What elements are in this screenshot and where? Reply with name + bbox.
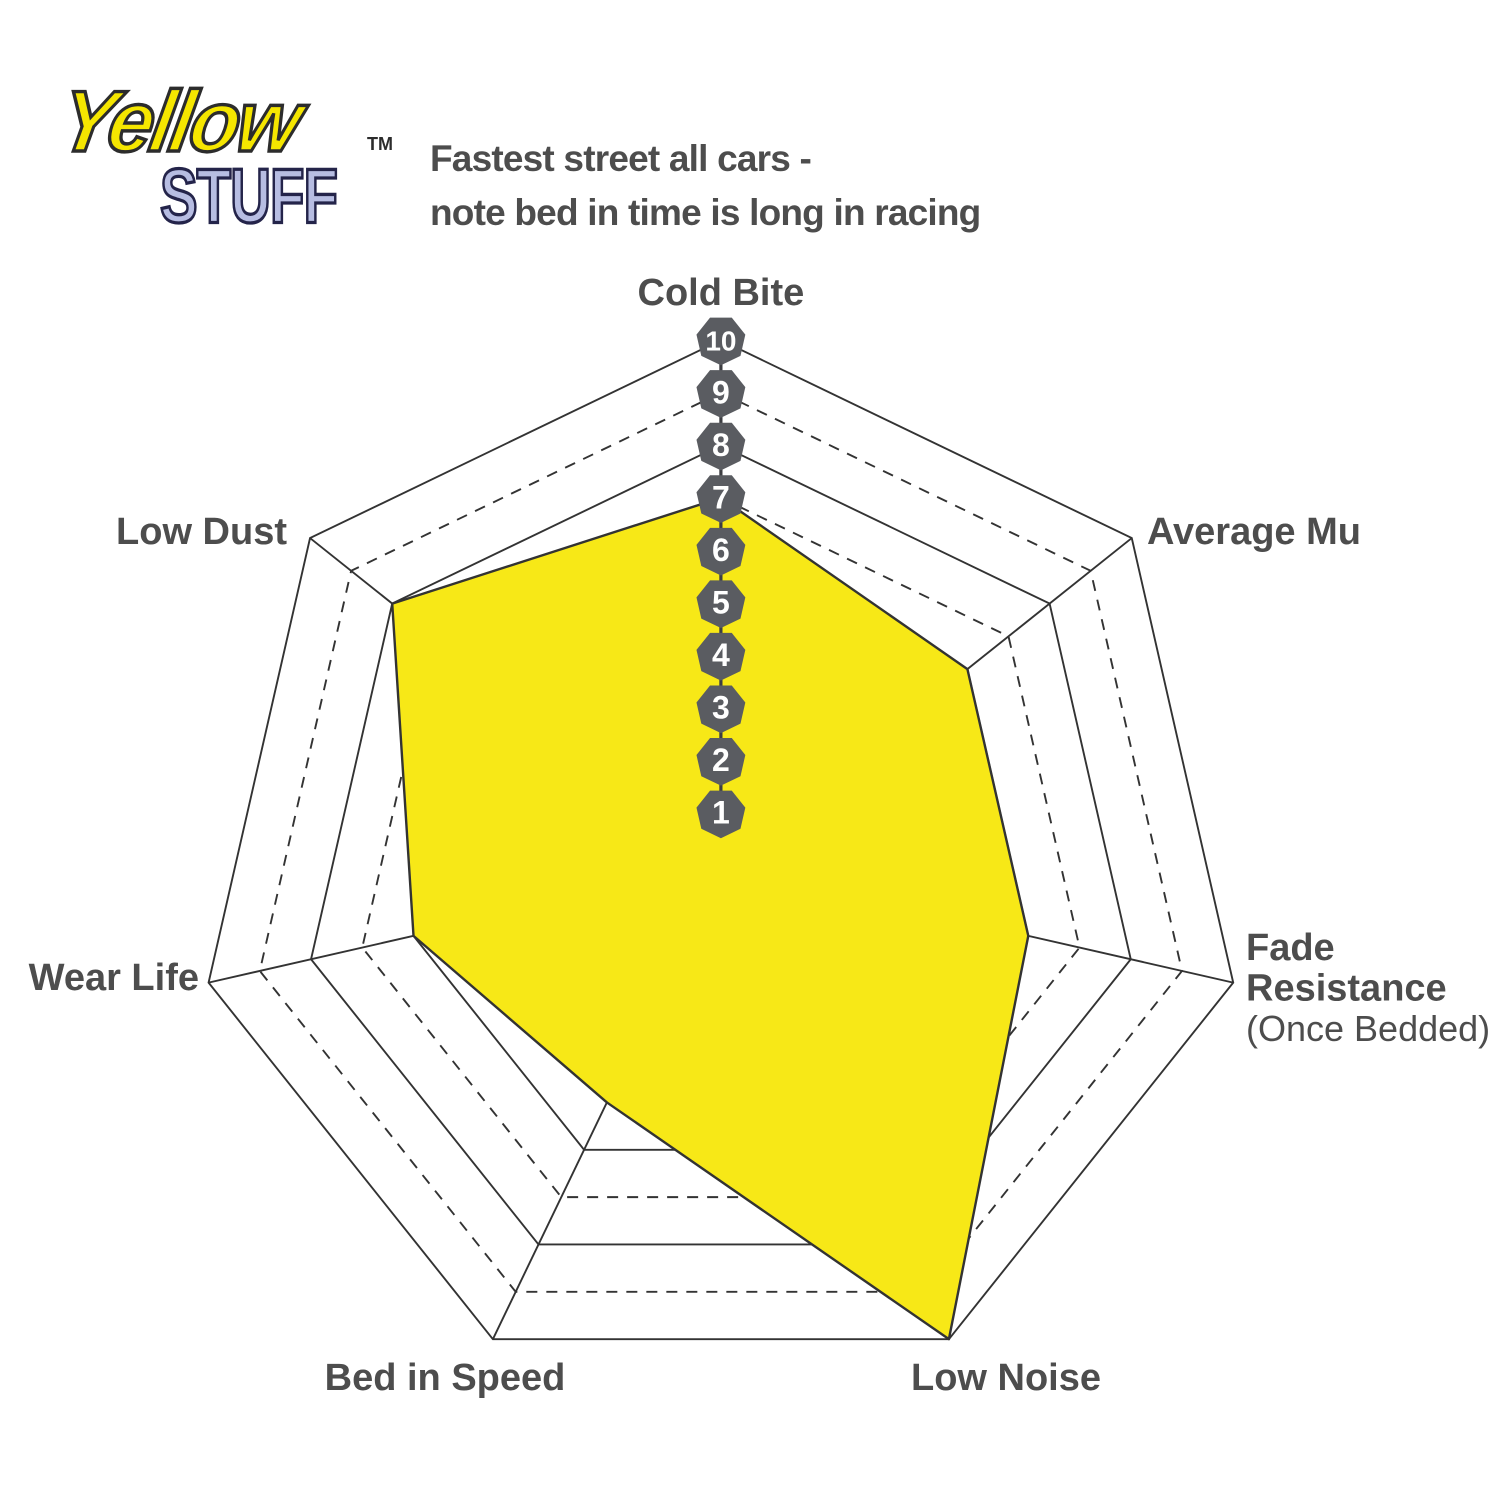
- svg-text:Bed in Speed: Bed in Speed: [325, 1357, 566, 1399]
- svg-text:10: 10: [705, 326, 736, 357]
- svg-text:3: 3: [712, 690, 730, 726]
- svg-text:8: 8: [712, 427, 730, 463]
- svg-text:9: 9: [712, 374, 730, 410]
- svg-text:Resistance: Resistance: [1246, 968, 1447, 1010]
- svg-text:2: 2: [712, 742, 730, 778]
- svg-text:Cold Bite: Cold Bite: [638, 272, 805, 314]
- svg-text:(Once Bedded): (Once Bedded): [1246, 1008, 1490, 1049]
- svg-text:6: 6: [712, 532, 730, 568]
- svg-text:Average Mu: Average Mu: [1147, 511, 1361, 553]
- svg-text:4: 4: [712, 637, 730, 673]
- svg-text:Wear Life: Wear Life: [29, 957, 199, 999]
- svg-text:1: 1: [712, 795, 730, 831]
- svg-text:Low Dust: Low Dust: [116, 511, 287, 553]
- svg-text:5: 5: [712, 584, 730, 620]
- svg-text:7: 7: [712, 479, 730, 515]
- svg-text:Low Noise: Low Noise: [911, 1357, 1101, 1399]
- svg-text:Fade: Fade: [1246, 927, 1335, 969]
